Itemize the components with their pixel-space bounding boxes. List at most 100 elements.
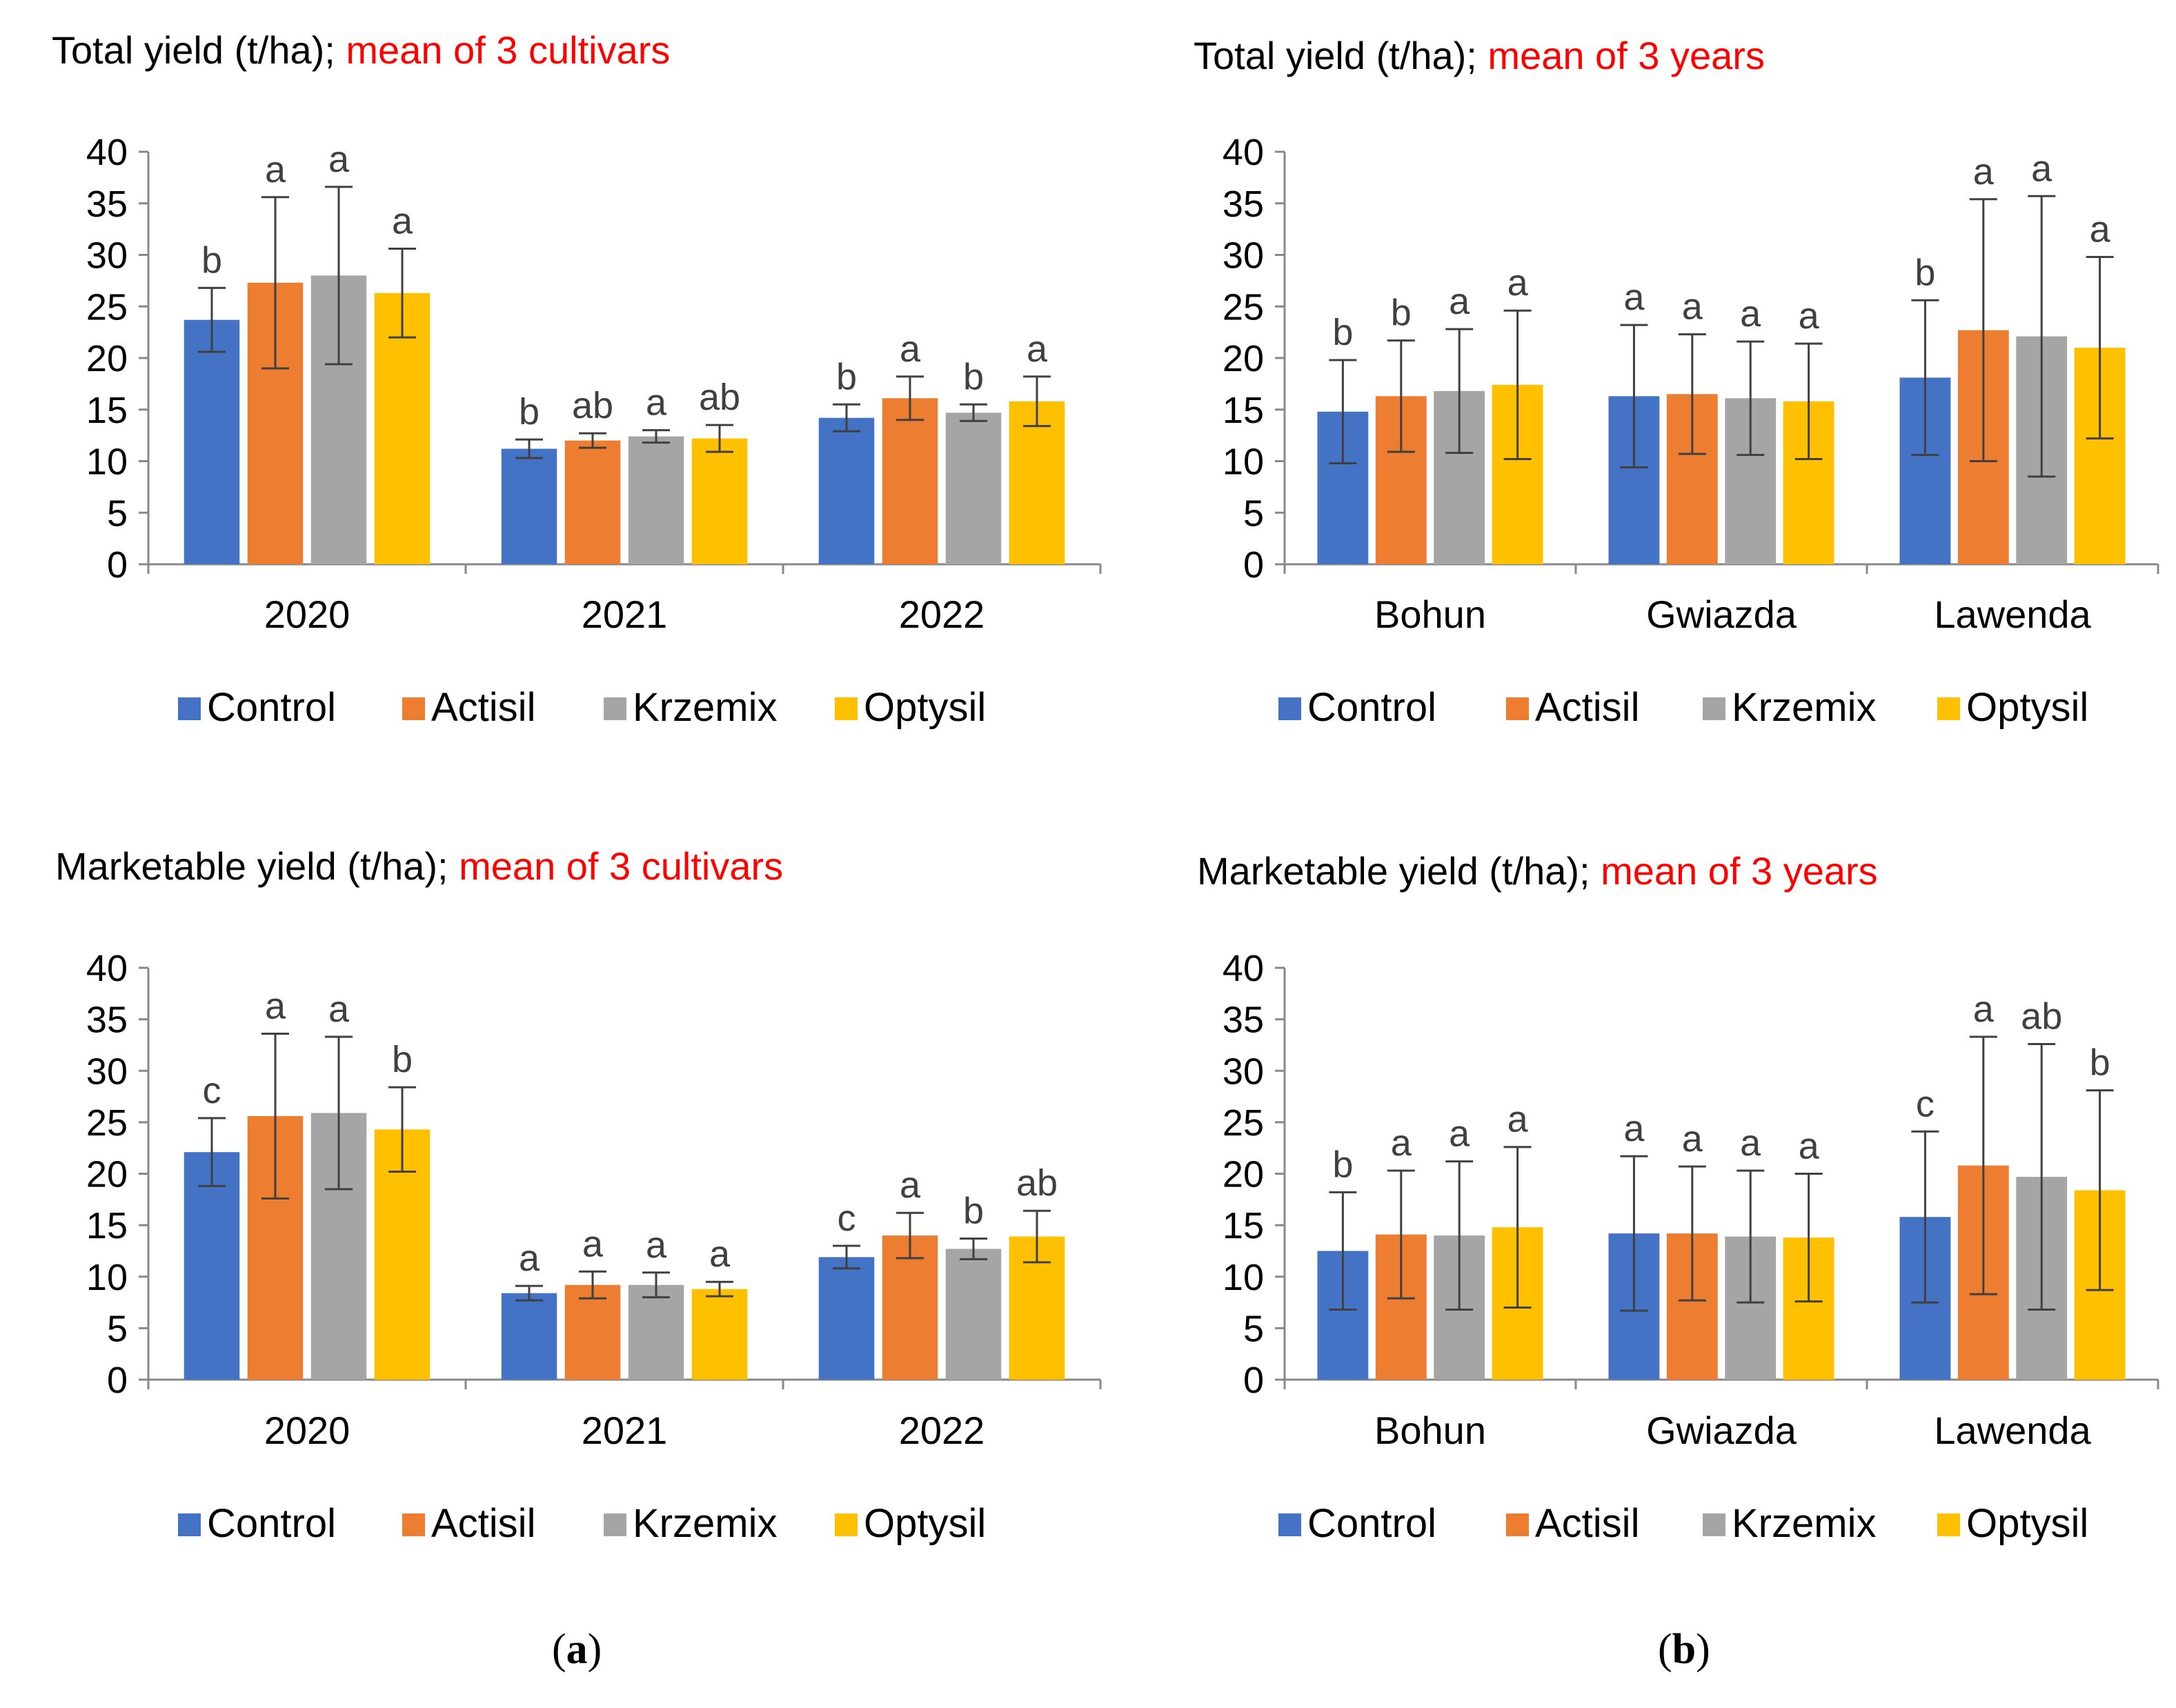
legend-swatch-krzemix [1703, 697, 1725, 720]
significance-letter: a [646, 1224, 667, 1266]
y-tick-label: 20 [86, 338, 128, 379]
significance-letter: a [900, 328, 921, 370]
legend-swatch-control [178, 1513, 201, 1536]
significance-letter: a [709, 1233, 731, 1275]
significance-letter: a [328, 139, 350, 180]
legend-label: Actisil [1535, 685, 1639, 730]
y-tick-label: 10 [1223, 1257, 1264, 1298]
chart-subtitle: mean of 3 years [1487, 34, 1765, 77]
y-tick-label: 5 [1243, 1308, 1264, 1349]
y-tick-label: 25 [1223, 1102, 1264, 1144]
legend-swatch-actisil [402, 1513, 425, 1536]
significance-letter: ab [2021, 995, 2062, 1037]
chart-title-main: Marketable yield (t/ha); [1197, 849, 1601, 893]
x-category-label: 2020 [264, 593, 350, 636]
legend-swatch-krzemix [604, 1513, 626, 1536]
x-category-label: 2022 [899, 1409, 985, 1452]
y-tick-label: 15 [1223, 1205, 1264, 1247]
y-tick-label: 25 [86, 1102, 128, 1144]
y-tick-label: 5 [1243, 493, 1264, 534]
significance-letter: b [963, 1191, 984, 1232]
legend-label: Actisil [1535, 1501, 1639, 1546]
legend-swatch-actisil [1506, 697, 1529, 720]
x-category-label: 2021 [582, 1409, 668, 1452]
legend-label: Krzemix [1732, 1501, 1876, 1546]
significance-letter: b [1915, 252, 1935, 293]
y-tick-label: 20 [1223, 338, 1264, 379]
legend-label: Actisil [431, 685, 535, 730]
x-category-label: Gwiazda [1646, 593, 1797, 636]
y-tick-label: 20 [1223, 1154, 1264, 1195]
chart-title-main: Total yield (t/ha); [1194, 34, 1487, 77]
y-tick-label: 35 [86, 183, 128, 225]
legend-swatch-optysil [1937, 1513, 1960, 1536]
y-tick-label: 0 [1243, 544, 1264, 586]
y-tick-label: 20 [86, 1154, 128, 1195]
y-tick-label: 40 [86, 948, 128, 989]
legend-label: Optysil [864, 685, 986, 730]
y-tick-label: 0 [107, 1360, 128, 1401]
bar-optysil [691, 438, 748, 564]
bar-control [818, 417, 875, 564]
legend-swatch-actisil [1506, 1513, 1529, 1536]
bar-krzemix [945, 413, 1002, 564]
legend-swatch-control [1278, 697, 1301, 720]
panel-label-a: (a) [552, 1626, 602, 1673]
significance-letter: a [392, 201, 413, 242]
x-category-label: Lawenda [1934, 1409, 2091, 1452]
significance-letter: a [1449, 281, 1470, 322]
chart-subtitle: mean of 3 cultivars [346, 28, 670, 72]
significance-letter: a [646, 382, 667, 424]
y-tick-label: 0 [1243, 1360, 1264, 1401]
bar-optysil [691, 1289, 748, 1380]
panel-label-b: (b) [1658, 1626, 1710, 1673]
chart-title: Marketable yield (t/ha); mean of 3 years [1197, 849, 1878, 893]
significance-letter: c [838, 1198, 856, 1239]
x-category-label: Bohun [1374, 593, 1486, 636]
significance-letter: ab [572, 385, 613, 426]
legend-swatch-optysil [835, 697, 858, 720]
legend-label: Krzemix [1732, 685, 1876, 730]
significance-letter: a [328, 989, 350, 1030]
chart-title-main: Total yield (t/ha); [52, 28, 346, 72]
bar-actisil [564, 440, 621, 564]
chart-title: Total yield (t/ha); mean of 3 cultivars [52, 28, 670, 72]
legend-label: Optysil [1966, 1501, 2088, 1546]
bar-control [501, 448, 557, 564]
significance-letter: ab [1016, 1162, 1058, 1204]
legend-swatch-actisil [402, 697, 425, 720]
legend-swatch-control [178, 697, 201, 720]
significance-letter: c [203, 1070, 221, 1111]
legend-swatch-krzemix [604, 697, 626, 720]
y-tick-label: 5 [107, 493, 128, 534]
bar-krzemix [945, 1249, 1002, 1380]
bar-control [818, 1257, 875, 1380]
significance-letter: a [1799, 1126, 1820, 1167]
significance-letter: b [392, 1039, 413, 1080]
significance-letter: b [963, 356, 984, 397]
y-tick-label: 30 [86, 1051, 128, 1092]
chart-title: Total yield (t/ha); mean of 3 years [1194, 34, 1765, 77]
x-category-label: Lawenda [1934, 593, 2091, 636]
significance-letter: a [265, 986, 286, 1027]
significance-letter: a [1027, 328, 1048, 370]
significance-letter: a [1799, 295, 1820, 337]
significance-letter: a [1740, 1122, 1761, 1164]
y-tick-label: 0 [107, 544, 128, 586]
significance-letter: b [1332, 1144, 1353, 1185]
chart-panel-2: Total yield (t/ha); mean of 3 years 0 5 10 1… [1194, 34, 2159, 730]
bar-krzemix [628, 1284, 684, 1380]
chart-subtitle: mean of 3 years [1601, 849, 1878, 893]
chart-panel-1: Total yield (t/ha); mean of 3 cultivars 0… [52, 28, 1102, 730]
significance-letter: a [1973, 151, 1995, 192]
y-tick-label: 5 [107, 1308, 128, 1349]
significance-letter: a [1623, 277, 1645, 318]
bar-optysil [1009, 401, 1065, 564]
significance-letter: a [900, 1164, 921, 1206]
y-tick-label: 35 [1223, 183, 1264, 225]
y-tick-label: 35 [86, 1000, 128, 1041]
significance-letter: a [519, 1238, 540, 1279]
significance-letter: a [1973, 989, 1995, 1030]
significance-letter: b [519, 391, 540, 433]
